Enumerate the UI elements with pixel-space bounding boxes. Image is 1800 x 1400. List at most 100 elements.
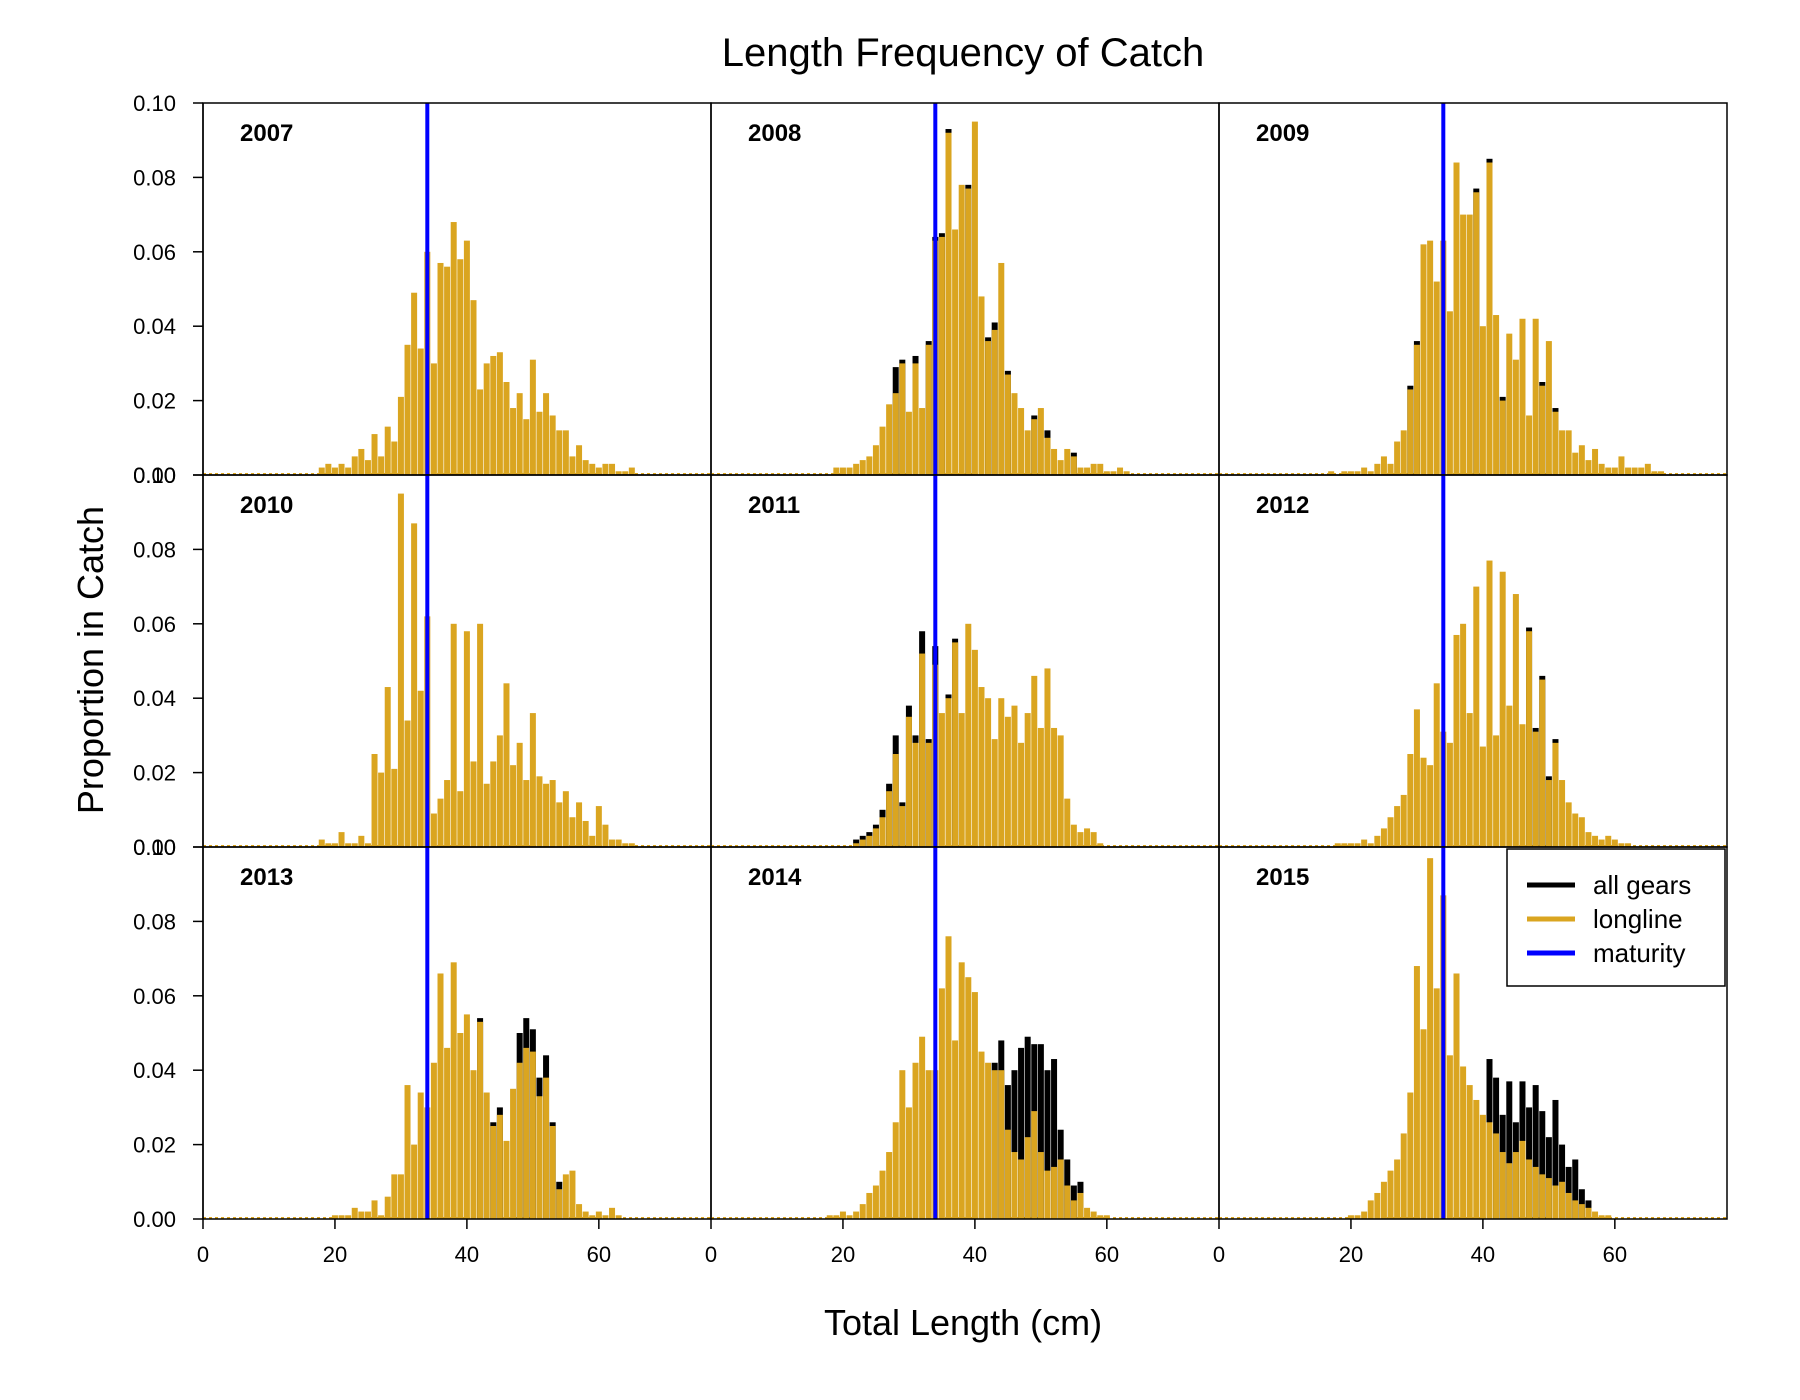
x-tick-label: 20 [831,1242,855,1267]
longline-bar [886,791,893,847]
longline-bar [1374,463,1381,475]
longline-bar [622,843,629,847]
panel-year-label: 2012 [1256,492,1309,519]
longline-bar [839,1211,846,1219]
longline-bar [1512,359,1519,475]
longline-bar [958,184,965,475]
longline-bar [1453,162,1460,475]
axes-group: 0.000.020.040.060.080.100.000.020.040.06… [133,91,1627,1267]
y-tick-label: 0.06 [133,984,176,1009]
longline-bar [536,776,543,847]
longline-bar [351,456,358,475]
longline-bar [615,471,622,475]
longline-bar [1611,467,1618,475]
longline-bar [945,936,952,1219]
longline-bar [912,1062,919,1219]
panel-2007: 2007 [202,102,712,476]
longline-bar [411,292,418,475]
longline-bar [1380,456,1387,475]
longline-bar [846,1215,853,1219]
longline-bar [919,1036,926,1219]
x-tick-label: 20 [1339,1242,1363,1267]
longline-bar [1592,1211,1599,1219]
longline-bar [965,188,972,475]
longline-bar [1519,1140,1526,1219]
longline-bar [866,835,873,847]
longline-bar [338,1215,345,1219]
longline-bar [1031,419,1038,475]
longline-bar [866,456,873,475]
longline-bar [450,222,457,475]
longline-bar [536,411,543,475]
longline-bar [1651,471,1658,475]
x-tick-label: 40 [1471,1242,1495,1267]
longline-bar [1057,460,1064,475]
longline-bar [1011,705,1018,847]
longline-bar [1077,1192,1084,1219]
longline-bar [595,467,602,475]
longline-bar [543,393,550,475]
all-gears-bar [1552,1099,1559,1219]
longline-bar [378,456,385,475]
x-tick-label: 60 [1095,1242,1119,1267]
longline-bar [1117,467,1124,475]
longline-bar [991,1070,998,1219]
panel-year-label: 2007 [240,120,293,147]
longline-bar [1559,430,1566,475]
panel-frame [202,846,712,1220]
longline-bar [1493,735,1500,847]
longline-bar [318,839,325,847]
longline-bar [1592,448,1599,475]
longline-bar [833,467,840,475]
longline-bar [345,467,352,475]
longline-bar [371,754,378,847]
y-tick-label: 0.04 [133,1058,176,1083]
panel-year-label: 2010 [240,492,293,519]
longline-bar [1605,1215,1612,1219]
chart-title: Length Frequency of Catch [722,31,1205,75]
longline-bar [331,1215,338,1219]
longline-bar [457,1033,464,1219]
panel-frame [1218,846,1728,1220]
longline-bar [450,962,457,1219]
all-gears-bar [1532,1085,1539,1219]
longline-bar [470,1070,477,1219]
y-tick-label: 0.04 [133,686,176,711]
longline-bar [1486,1122,1493,1219]
longline-bar [1578,817,1585,847]
longline-bar [1077,467,1084,475]
longline-bar [543,1077,550,1219]
longline-bar [1051,1166,1058,1219]
panel-2014: 2014 [710,846,1220,1220]
y-tick-label: 0.00 [133,463,176,488]
panel-frame [710,474,1220,848]
longline-bar [1044,437,1051,475]
longline-bar [1532,731,1539,847]
longline-bar [1374,835,1381,847]
longline-bar [1004,374,1011,475]
longline-bar [1552,1185,1559,1219]
longline-bar [437,798,444,847]
longline-bar [609,1207,616,1219]
longline-bar [985,1062,992,1219]
longline-bar [1585,460,1592,475]
longline-bar [971,121,978,475]
panel-frame [710,846,1220,1220]
longline-bar [523,1047,530,1219]
x-tick-label: 40 [963,1242,987,1267]
longline-bar [1347,1215,1354,1219]
longline-bar [945,698,952,847]
longline-bar [411,1144,418,1219]
longline-bar [556,1189,563,1219]
longline-bar [833,1215,840,1219]
longline-bar [609,463,616,475]
longline-bar [1466,214,1473,475]
longline-bar [1506,1163,1513,1219]
longline-bar [1572,1200,1579,1219]
longline-bar [582,1211,589,1219]
longline-bar [1473,192,1480,475]
longline-bar [866,1192,873,1219]
longline-bar [470,300,477,475]
longline-bar [1552,742,1559,847]
longline-bar [1473,1099,1480,1219]
